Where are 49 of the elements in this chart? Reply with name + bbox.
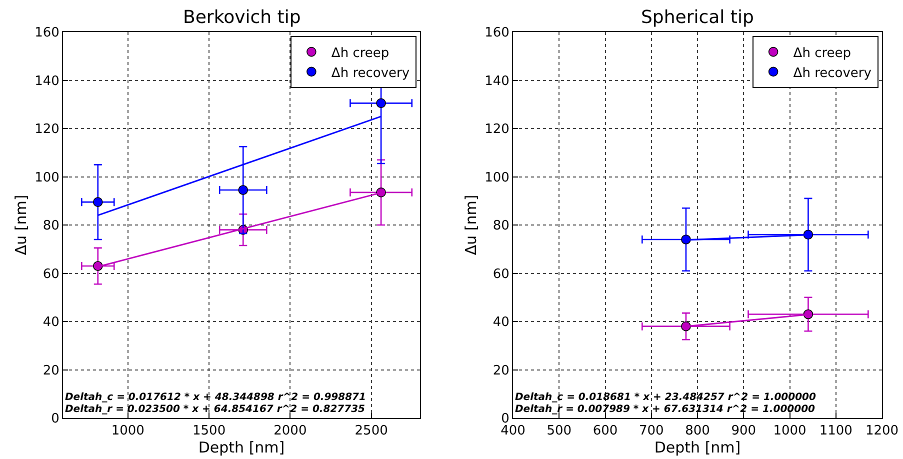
y-tick-label: 60 [492,266,510,282]
x-tick-label: 2500 [354,424,388,439]
y-tick-label: 160 [484,26,510,41]
chart-title: Berkovich tip [183,7,301,28]
annotation: Deltah_r = 0.007989 * x + 67.631314 r^2 = 1.000000 [515,404,816,415]
x-tick-label: 1100 [819,424,852,439]
x-tick-label: 900 [731,424,756,439]
y-tick-label: 20 [42,363,60,378]
y-tick-label: 40 [42,315,60,330]
x-axis-title: Depth [nm] [654,438,741,457]
x-tick-label: 1000 [111,424,144,439]
point [92,197,103,207]
x-tick-label: 500 [546,424,572,439]
x-tick-label: 1000 [773,424,806,439]
x-tick-label: 2000 [274,424,307,439]
x-tick-label: 1200 [865,424,899,439]
x-tick-label: 600 [592,424,618,439]
chart-title: Spherical tip [641,7,754,28]
y-tick-label: 0 [51,412,60,427]
x-tick-label: 700 [638,424,664,439]
annotation: Deltah_c = 0.017612 * x + 48.344898 r^2 = 0.998871 [65,392,366,403]
y-tick-label: 40 [492,315,510,330]
x-tick-label: 400 [500,424,526,439]
y-axis-title: Δu [nm] [12,194,30,256]
point [238,185,248,195]
y-tick-label: 140 [34,74,60,89]
legend-label: Δh recovery [793,66,872,81]
y-axis-title: Δu [nm] [462,194,480,256]
y-tick-label: 20 [492,363,510,378]
point [376,98,386,108]
legend-label: Δh creep [793,46,852,61]
y-tick-label: 120 [484,122,510,138]
y-tick-label: 140 [484,74,510,89]
point [803,309,814,320]
annotation: Deltah_c = 0.018681 * x + 23.484257 r^2 = 1.000000 [515,392,816,403]
y-tick-label: 80 [42,218,60,234]
y-tick-label: 160 [34,26,60,41]
point [803,230,814,240]
legend-label: Δh recovery [331,66,410,81]
y-tick-label: 100 [484,170,510,186]
y-tick-label: 100 [34,170,60,186]
y-tick-label: 60 [42,266,60,282]
legend-label: Δh creep [331,46,390,61]
y-tick-label: 80 [492,218,510,234]
annotation: Deltah_r = 0.023500 * x + 64.854167 r^2 = 0.827735 [65,404,366,415]
x-tick-label: 1500 [192,424,226,439]
x-axis-title: Depth [nm] [198,438,285,457]
x-tick-label: 800 [685,424,710,439]
y-tick-label: 120 [34,122,60,138]
